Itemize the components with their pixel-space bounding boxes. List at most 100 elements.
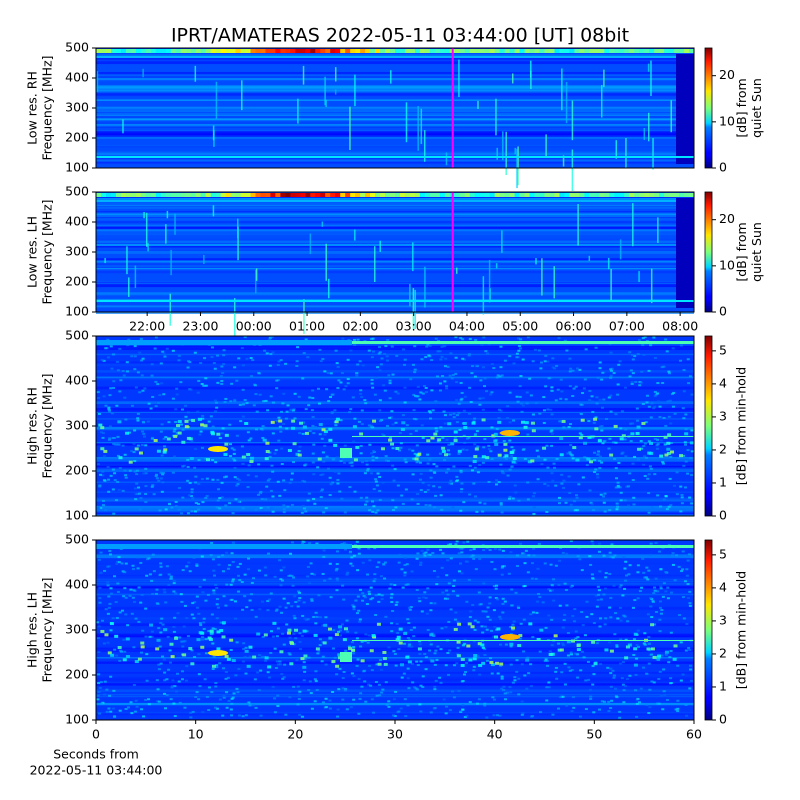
texture-speckle — [681, 454, 685, 457]
texture-speckle — [271, 401, 275, 404]
texture-band — [200, 193, 207, 197]
texture-band — [484, 193, 491, 197]
texture-speckle — [271, 685, 275, 688]
texture-band — [150, 49, 157, 53]
texture-speckle — [490, 560, 494, 563]
texture-speckle — [201, 501, 205, 504]
texture-speckle — [279, 584, 283, 587]
texture-speckle — [363, 472, 367, 475]
texture-speckle — [501, 549, 505, 552]
texture-stripe — [96, 593, 694, 596]
texture-blob — [539, 628, 544, 632]
texture-speckle — [682, 417, 686, 420]
texture-speckle — [109, 710, 113, 713]
texture-speckle — [324, 616, 328, 619]
texture-speckle — [298, 640, 302, 643]
texture-speckle — [659, 568, 663, 571]
texture-speckle — [408, 608, 412, 611]
texture-speckle — [251, 704, 255, 707]
texture-speckle — [158, 509, 162, 512]
texture-speckle — [311, 389, 315, 392]
texture-stripe — [96, 458, 694, 462]
texture-blob — [249, 456, 254, 460]
texture-speckle — [323, 433, 327, 436]
texture-speckle — [396, 631, 400, 634]
texture-speckle — [454, 336, 458, 339]
texture-band — [524, 49, 531, 53]
texture-speckle — [425, 612, 429, 615]
texture-speckle — [372, 350, 376, 353]
texture-speckle — [233, 398, 237, 401]
texture-speckle — [306, 565, 310, 568]
texture-speckle — [522, 618, 526, 621]
texture-band — [375, 193, 381, 197]
texture-speckle — [611, 556, 615, 559]
texture-blob — [531, 429, 536, 433]
texture-speckle — [457, 402, 461, 405]
texture-blob — [609, 453, 614, 457]
texture-speckle — [532, 512, 536, 515]
texture-speckle — [469, 555, 473, 558]
texture-speckle — [504, 698, 508, 701]
texture-speckle — [535, 449, 539, 452]
texture-speckle — [285, 623, 289, 626]
texture-stripe — [96, 214, 694, 217]
texture-band — [584, 193, 590, 197]
texture-speckle — [364, 402, 368, 405]
texture-burst — [500, 634, 520, 640]
texture-blob — [156, 449, 161, 453]
texture-speckle — [358, 620, 362, 623]
texture-blob — [647, 451, 652, 455]
texture-speckle — [501, 611, 505, 614]
texture-streak — [423, 130, 426, 162]
texture-speckle — [212, 655, 216, 658]
texture-speckle — [288, 574, 292, 577]
texture-speckle — [181, 496, 185, 499]
texture-speckle — [107, 707, 111, 710]
texture-speckle — [351, 604, 355, 607]
texture-speckle — [339, 460, 343, 463]
texture-stripe — [96, 443, 694, 446]
texture-speckle — [305, 630, 309, 633]
texture-speckle — [306, 618, 310, 621]
texture-speckle — [649, 416, 653, 419]
texture-stripe — [96, 305, 694, 308]
texture-speckle — [473, 628, 477, 631]
texture-speckle — [151, 395, 155, 398]
texture-speckle — [230, 382, 234, 385]
texture-speckle — [421, 481, 425, 484]
texture-speckle — [597, 593, 601, 596]
texture-speckle — [561, 644, 565, 647]
texture-speckle — [344, 649, 348, 652]
texture-speckle — [614, 612, 618, 615]
colorbar-tick-label: 1 — [719, 474, 727, 489]
texture-blob — [624, 656, 629, 660]
texture-stripe — [96, 218, 694, 221]
texture-streak — [625, 138, 627, 169]
texture-speckle — [488, 548, 492, 551]
texture-speckle — [163, 445, 167, 448]
texture-speckle — [398, 432, 402, 435]
texture-speckle — [147, 402, 151, 405]
texture-speckle — [371, 510, 375, 513]
texture-speckle — [539, 711, 543, 714]
texture-speckle — [98, 586, 102, 589]
texture-speckle — [472, 482, 476, 485]
texture-blob — [593, 417, 598, 421]
texture-speckle — [595, 473, 599, 476]
texture-stripe — [96, 483, 694, 486]
texture-speckle — [96, 391, 100, 394]
texture-speckle — [366, 573, 370, 576]
texture-speckle — [450, 377, 454, 380]
texture-speckle — [667, 370, 671, 373]
y-tick-label: 200 — [65, 463, 89, 478]
texture-speckle — [121, 489, 125, 492]
texture-blob — [548, 653, 553, 657]
texture-speckle — [157, 627, 161, 630]
texture-speckle — [624, 455, 628, 458]
texture-speckle — [525, 402, 529, 405]
texture-stripe — [96, 158, 694, 162]
texture-speckle — [499, 366, 503, 369]
texture-speckle — [482, 646, 486, 649]
texture-speckle — [629, 369, 633, 372]
